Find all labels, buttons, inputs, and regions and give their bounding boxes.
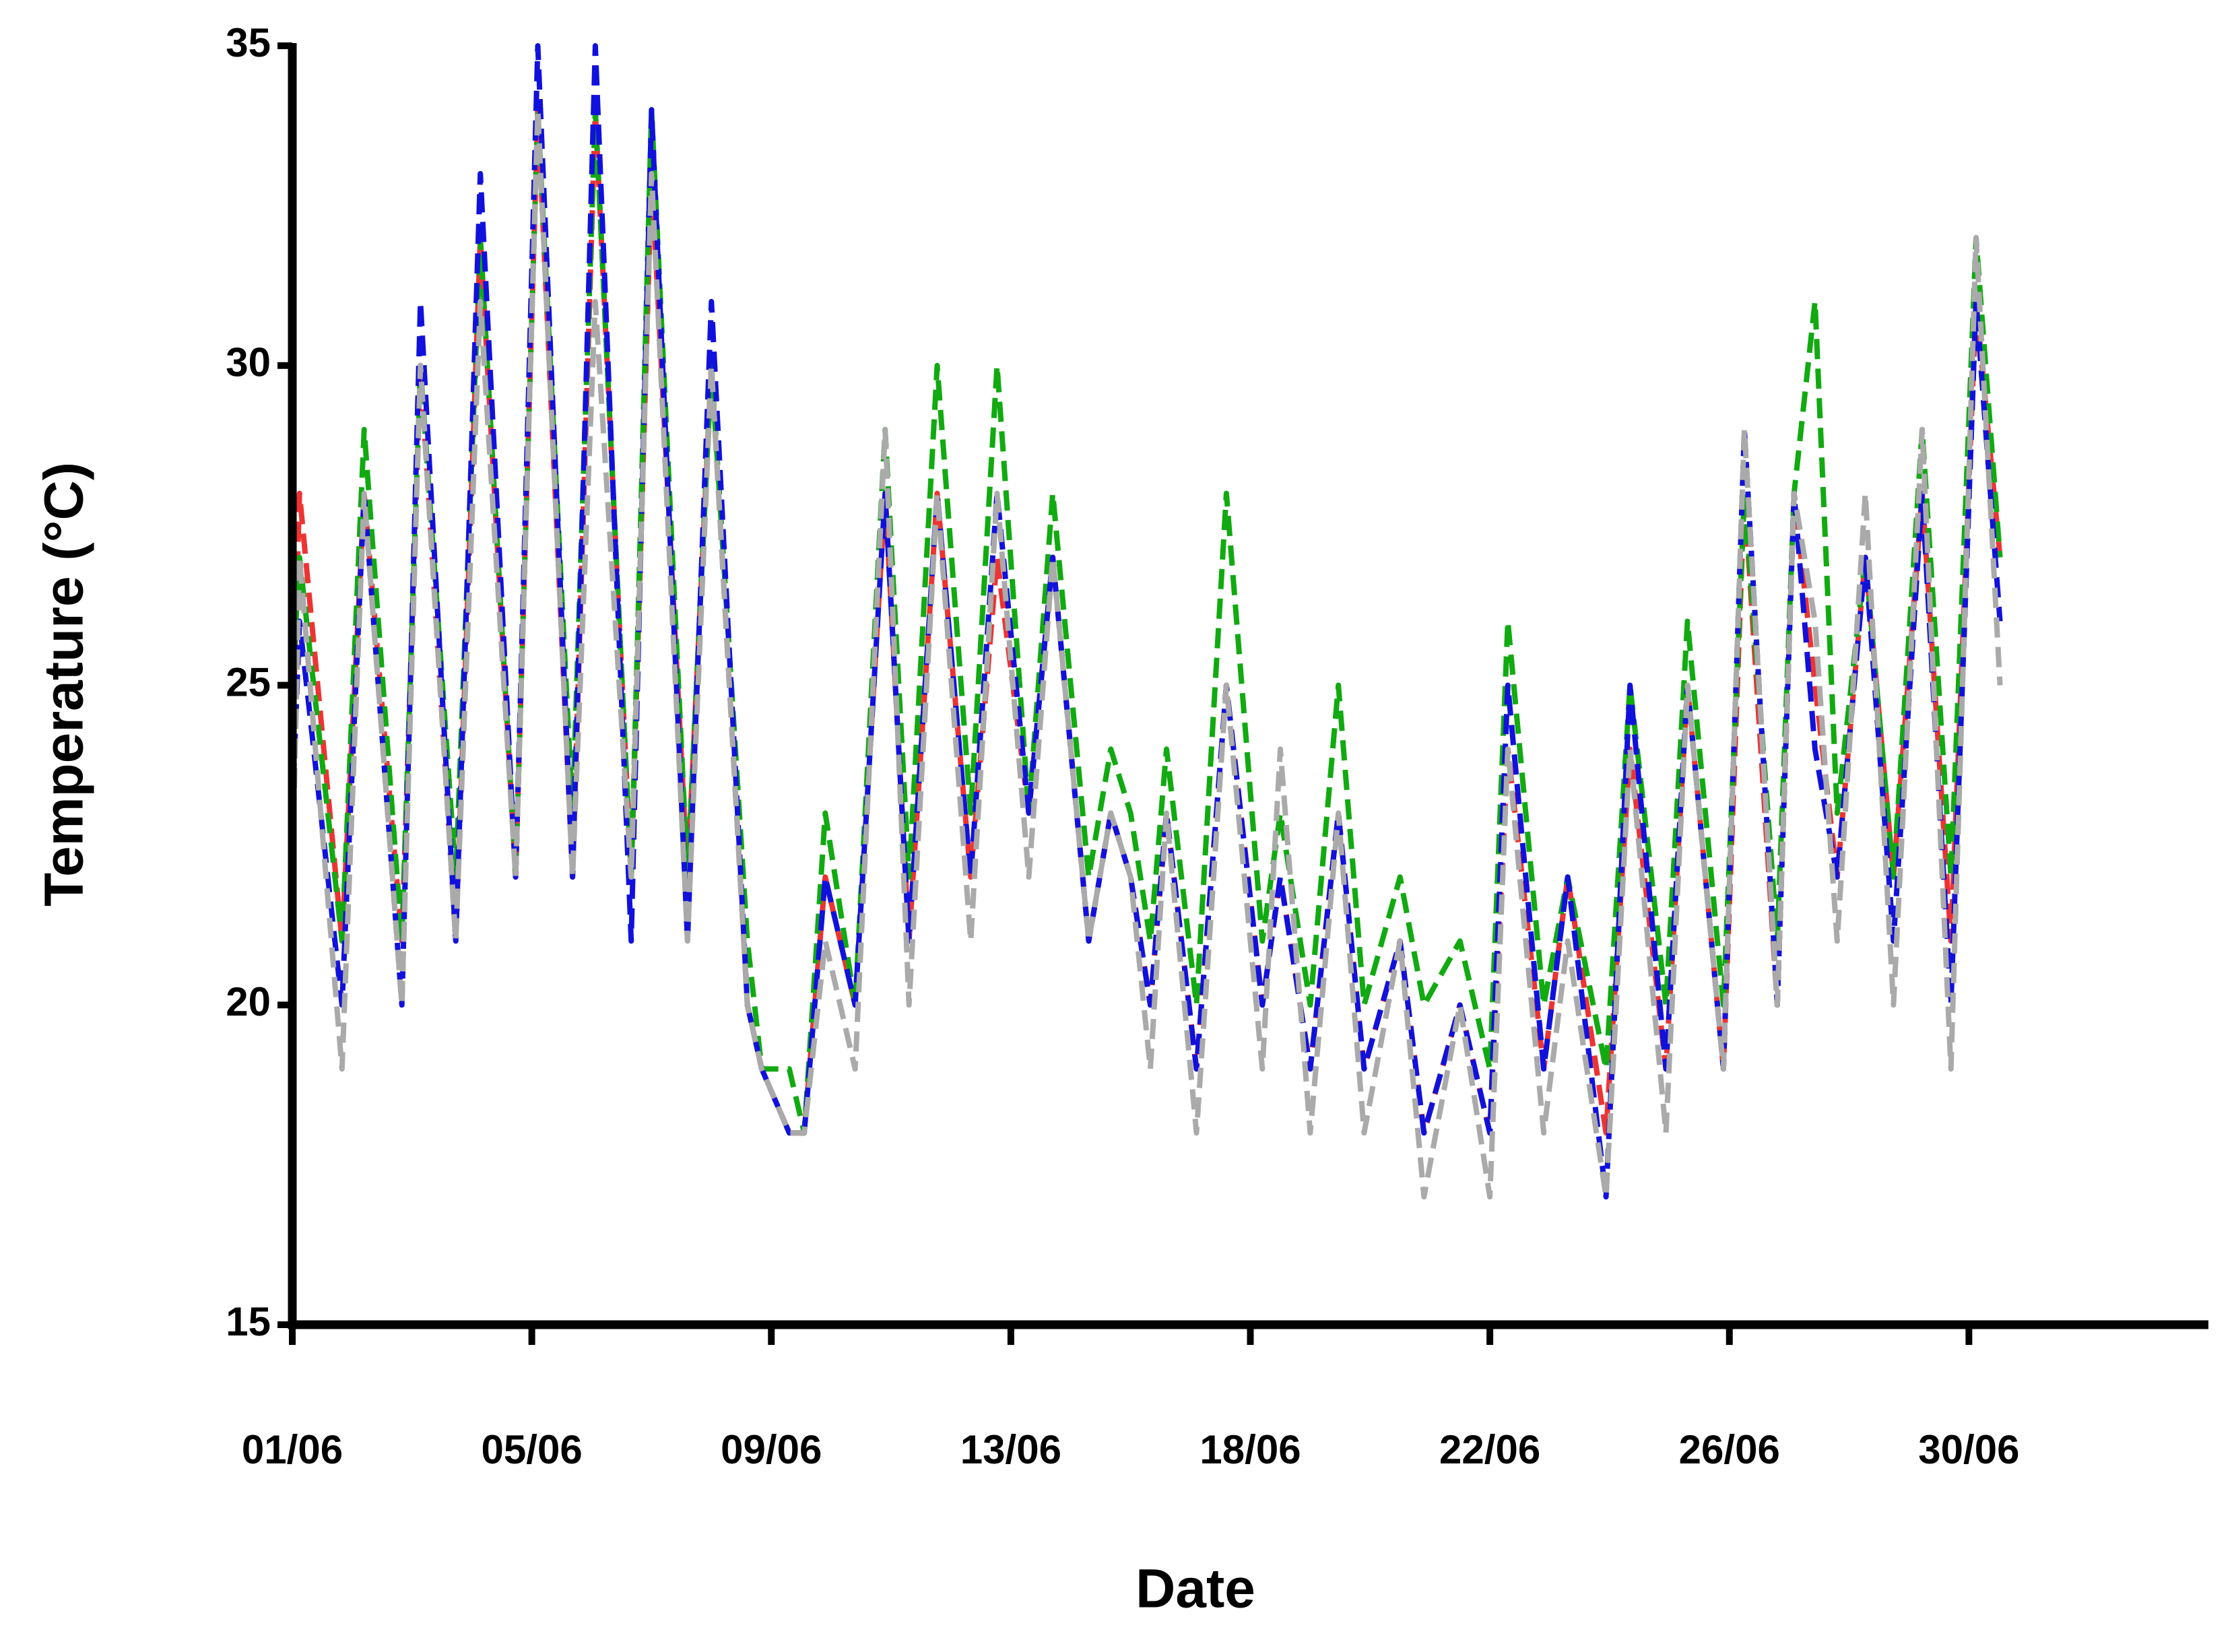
y-tick-label: 20	[226, 979, 271, 1024]
x-tick-label: 18/06	[1200, 1427, 1301, 1472]
y-tick-label: 25	[226, 659, 271, 704]
x-tick-label: 26/06	[1679, 1427, 1780, 1472]
y-axis-title: Temperature (°C)	[34, 462, 95, 906]
y-tick-label: 15	[226, 1299, 271, 1344]
x-tick-label: 30/06	[1918, 1427, 2019, 1472]
x-tick-label: 05/06	[482, 1427, 583, 1472]
x-tick-label: 13/06	[960, 1427, 1061, 1472]
x-tick-label: 01/06	[242, 1427, 343, 1472]
series-line	[290, 43, 2003, 1200]
y-tick-label: 35	[226, 20, 271, 65]
x-tick-label: 22/06	[1439, 1427, 1540, 1472]
y-tick-label: 30	[226, 340, 271, 385]
x-tick-label: 09/06	[721, 1427, 822, 1472]
x-axis-title: Date	[1136, 1558, 1255, 1620]
series-line	[290, 107, 2003, 1200]
